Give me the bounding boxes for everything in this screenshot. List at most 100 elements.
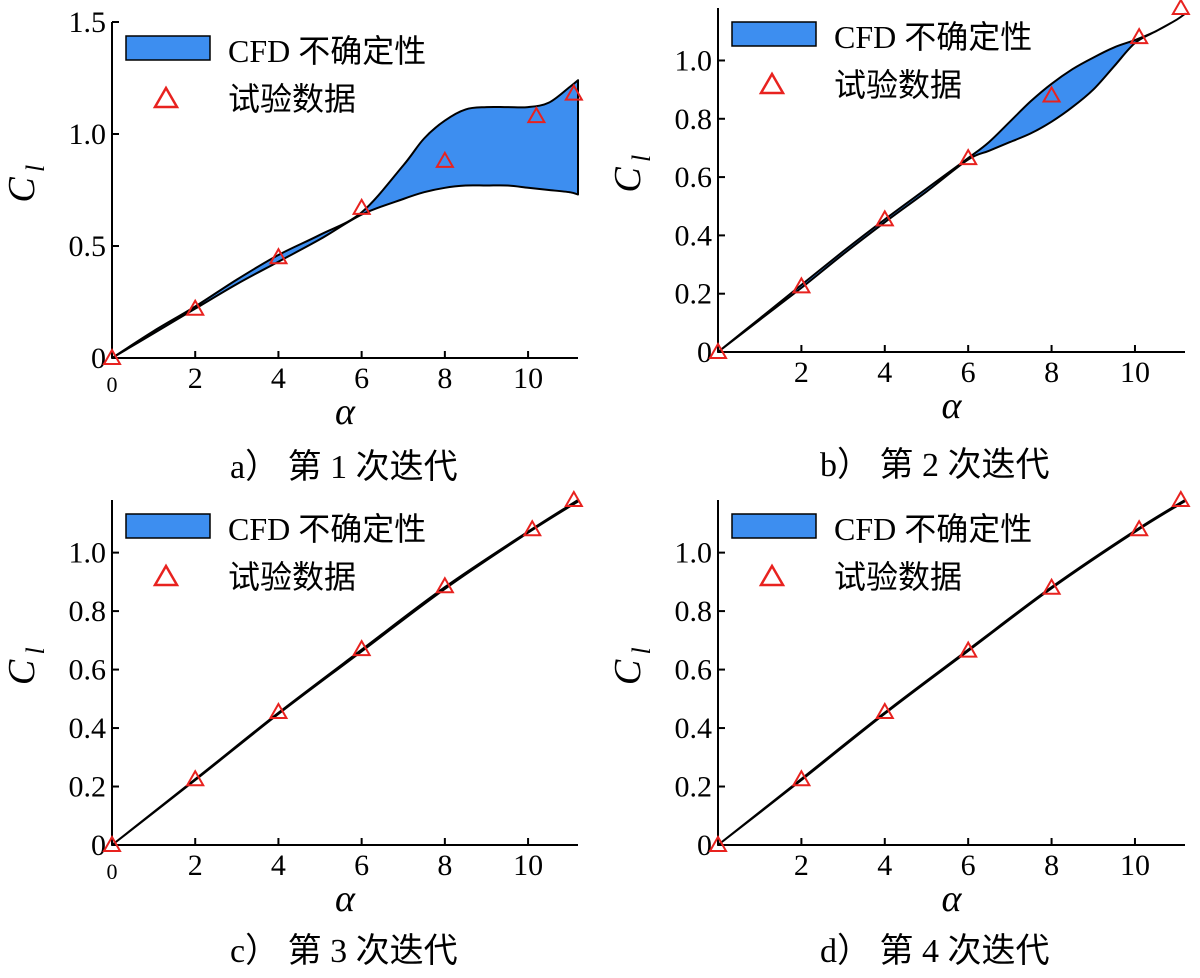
experiment-point	[958, 640, 978, 658]
x-tick-label: 8	[1044, 849, 1059, 882]
x-tick-label: 0	[107, 372, 118, 397]
x-axis-title: α	[942, 385, 963, 427]
y-axis-title: Cl	[607, 155, 656, 193]
panel-caption: a） 第 1 次迭代	[230, 448, 458, 486]
y-tick-label: 1.5	[69, 6, 107, 39]
x-axis-title: α	[335, 878, 356, 920]
experiment-point	[435, 576, 455, 594]
x-tick-label: 10	[513, 849, 543, 882]
legend-label-band: CFD 不确定性	[228, 511, 426, 547]
y-tick-label: 0	[697, 336, 712, 369]
experiment-point	[351, 639, 372, 657]
x-tick-label: 4	[877, 849, 892, 882]
experiment-point	[102, 834, 122, 852]
x-tick-label: 4	[271, 362, 286, 395]
experiment-point	[522, 519, 542, 537]
y-tick-label: 0.2	[675, 278, 713, 311]
y-tick-label: 0.6	[675, 654, 713, 687]
experiment-point	[1129, 27, 1149, 45]
x-tick-label: 0	[107, 859, 118, 884]
x-tick-label: 2	[188, 362, 203, 395]
cfd-uncertainty-band	[717, 12, 1186, 353]
legend-band-swatch	[731, 513, 817, 539]
cfd-uncertainty-band	[111, 79, 579, 359]
x-axis-title: α	[335, 391, 356, 433]
cfd-uncertainty-band	[717, 499, 1186, 846]
experiment-point	[708, 834, 728, 852]
y-tick-label: 0.8	[69, 595, 107, 628]
cfd-uncertainty-band	[111, 499, 579, 846]
x-tick-label: 6	[961, 356, 976, 389]
x-tick-label: 2	[794, 849, 809, 882]
experiment-point	[564, 489, 584, 507]
x-tick-label: 6	[354, 362, 369, 395]
legend-label-band: CFD 不确定性	[834, 511, 1032, 547]
legend-marker-swatch	[758, 71, 786, 95]
legend-label-marker: 试验数据	[228, 559, 356, 595]
y-tick-label: 0.5	[69, 230, 107, 263]
y-tick-label: 0	[91, 829, 106, 862]
panel-caption: d） 第 4 次迭代	[820, 932, 1050, 970]
x-tick-label: 10	[1120, 849, 1150, 882]
legend-marker-swatch	[152, 85, 180, 109]
x-tick-label: 8	[1044, 356, 1059, 389]
y-axis-title-main: C	[1, 177, 43, 203]
legend-label-marker: 试验数据	[834, 67, 962, 103]
y-tick-label: 0.6	[69, 654, 107, 687]
experiment-point	[1171, 0, 1191, 15]
legend-band-swatch	[125, 35, 211, 61]
y-tick-label: 0.6	[675, 161, 713, 194]
experiment-point	[185, 769, 205, 787]
y-axis-title-subscript: l	[21, 165, 50, 172]
x-tick-label: 10	[1120, 356, 1150, 389]
y-tick-label: 0.4	[675, 712, 713, 745]
experiment-point	[564, 83, 584, 101]
x-tick-label: 2	[188, 849, 203, 882]
y-axis-title-subscript: l	[21, 647, 50, 654]
legend-marker-swatch	[758, 563, 786, 587]
legend-label-band: CFD 不确定性	[834, 19, 1032, 55]
experiment-point	[791, 276, 812, 294]
y-axis-title-subscript: l	[627, 155, 656, 162]
y-axis-title-subscript: l	[627, 647, 656, 654]
legend-marker-swatch	[152, 563, 180, 587]
experiment-point	[1171, 489, 1191, 507]
experiment-point	[1041, 577, 1062, 595]
experiment-point	[1041, 85, 1062, 103]
x-tick-label: 10	[513, 362, 543, 395]
x-tick-label: 4	[271, 849, 286, 882]
panel-caption: c） 第 3 次迭代	[230, 932, 458, 970]
y-tick-label: 0.8	[675, 595, 713, 628]
experiment-point	[1129, 519, 1149, 537]
experiment-point	[351, 197, 372, 215]
legend-label-marker: 试验数据	[228, 81, 356, 117]
y-tick-label: 0.4	[675, 219, 713, 252]
y-tick-label: 1.0	[69, 118, 107, 151]
legend-label-band: CFD 不确定性	[228, 33, 426, 69]
experiment-point	[875, 209, 895, 227]
y-tick-label: 1.0	[675, 537, 713, 570]
y-tick-label: 0.2	[675, 771, 713, 804]
x-tick-label: 8	[437, 362, 452, 395]
x-tick-label: 2	[794, 356, 809, 389]
experiment-point	[268, 701, 289, 719]
experiment-point	[526, 106, 547, 124]
x-tick-label: 6	[961, 849, 976, 882]
x-axis-title: α	[942, 878, 963, 920]
legend-label-marker: 试验数据	[834, 559, 962, 595]
y-axis-title-main: C	[607, 167, 649, 193]
experiment-point	[958, 148, 978, 166]
y-tick-label: 0.4	[69, 712, 107, 745]
y-tick-label: 0	[91, 342, 106, 375]
legend-band-swatch	[125, 513, 211, 539]
experiment-point	[875, 701, 895, 719]
experiment-point	[708, 341, 728, 359]
y-axis-title: Cl	[1, 647, 50, 685]
x-tick-label: 8	[437, 849, 452, 882]
experiment-point	[102, 347, 122, 365]
y-tick-label: 1.0	[675, 44, 713, 77]
